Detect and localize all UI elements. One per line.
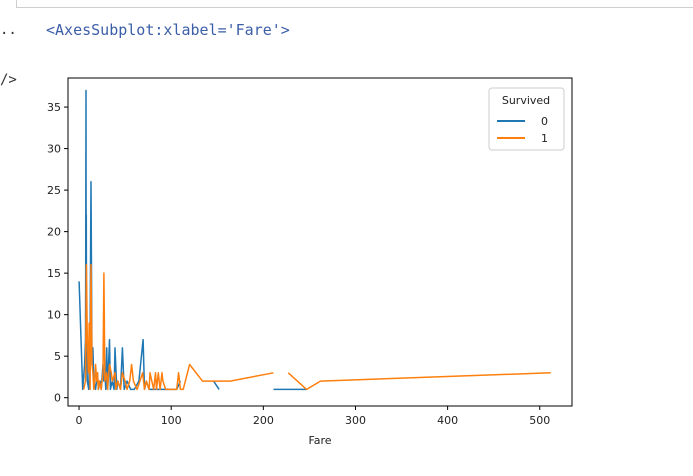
y-tick-label: 0 [54, 392, 61, 405]
y-tick-label: 10 [47, 309, 61, 322]
output-prompt: .. [0, 22, 17, 38]
y-tick-label: 35 [47, 101, 61, 114]
plot-lines [78, 89, 551, 391]
x-axis-ticks: 0 100 200 300 400 500 [76, 406, 550, 427]
x-tick-label: 400 [437, 414, 458, 427]
x-tick-label: 100 [161, 414, 182, 427]
y-axis-ticks: 0 5 10 15 20 25 30 35 [47, 101, 68, 405]
legend-label-series-0: 0 [541, 115, 548, 128]
legend-label-series-1: 1 [541, 132, 548, 145]
input-cell-border [16, 0, 693, 8]
y-tick-label: 25 [47, 184, 61, 197]
x-tick-label: 200 [253, 414, 274, 427]
axes-frame [67, 77, 573, 407]
x-tick-label: 300 [345, 414, 366, 427]
output-repr-text: <AxesSubplot:xlabel='Fare'> [46, 21, 290, 39]
legend: Survived 0 1 [488, 87, 565, 151]
legend-title: Survived [502, 94, 550, 107]
y-tick-label: 30 [47, 143, 61, 156]
legend-box [488, 87, 565, 151]
series-1-line-segment-1 [287, 372, 551, 391]
x-tick-label: 0 [76, 414, 83, 427]
y-tick-label: 5 [54, 350, 61, 363]
y-tick-label: 15 [47, 267, 61, 280]
series-1-line-segment-0 [82, 264, 274, 391]
x-axis-label: Fare [308, 434, 331, 447]
x-tick-label: 500 [529, 414, 550, 427]
image-output-prompt: /> [0, 72, 17, 88]
y-tick-label: 20 [47, 226, 61, 239]
series-0-line-segment-1 [212, 380, 220, 390]
series-0-line-segment-0 [78, 89, 182, 391]
